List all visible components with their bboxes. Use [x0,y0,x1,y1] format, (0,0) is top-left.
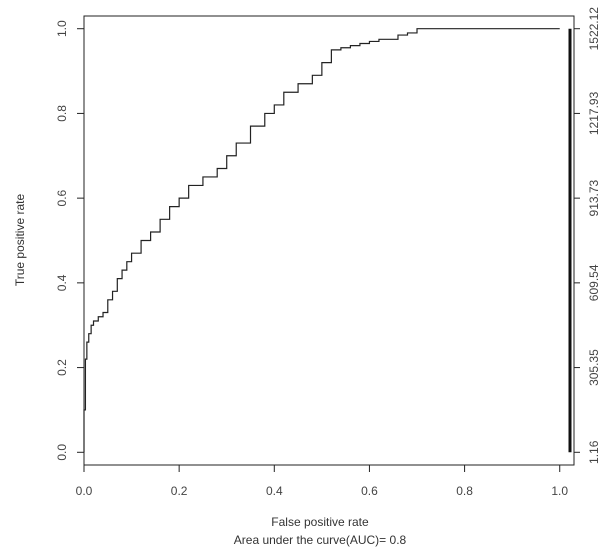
right-tick-label: 305.35 [587,349,601,386]
y-axis-label: True positive rate [13,194,27,287]
x-axis: 0.0 0.2 0.4 0.6 0.8 1.0 [76,465,568,498]
y-tick-label: 0.0 [55,444,69,461]
right-tick-label: 913.73 [587,179,601,216]
right-tick-label: 1.16 [587,440,601,464]
right-axis: 1.16 305.35 609.54 913.73 1217.93 1522.12 [574,7,601,464]
x-tick-label: 0.2 [171,484,188,498]
x-tick-label: 1.0 [551,484,568,498]
y-tick-label: 0.8 [55,105,69,122]
right-tick-label: 1217.93 [587,91,601,135]
y-axis: 0.0 0.2 0.4 0.6 0.8 1.0 [55,20,84,461]
right-tick-label: 1522.12 [587,7,601,51]
auc-caption: Area under the curve(AUC)= 0.8 [234,533,407,547]
right-tick-label: 609.54 [587,264,601,301]
plot-frame [83,15,575,466]
x-axis-label: False positive rate [271,515,369,529]
y-tick-label: 1.0 [55,20,69,37]
y-tick-label: 0.4 [55,274,69,291]
x-tick-label: 0.6 [361,484,378,498]
y-tick-label: 0.2 [55,359,69,376]
roc-curve [83,28,560,453]
x-tick-label: 0.4 [266,484,283,498]
y-tick-label: 0.6 [55,189,69,206]
x-tick-label: 0.0 [76,484,93,498]
x-tick-label: 0.8 [456,484,473,498]
